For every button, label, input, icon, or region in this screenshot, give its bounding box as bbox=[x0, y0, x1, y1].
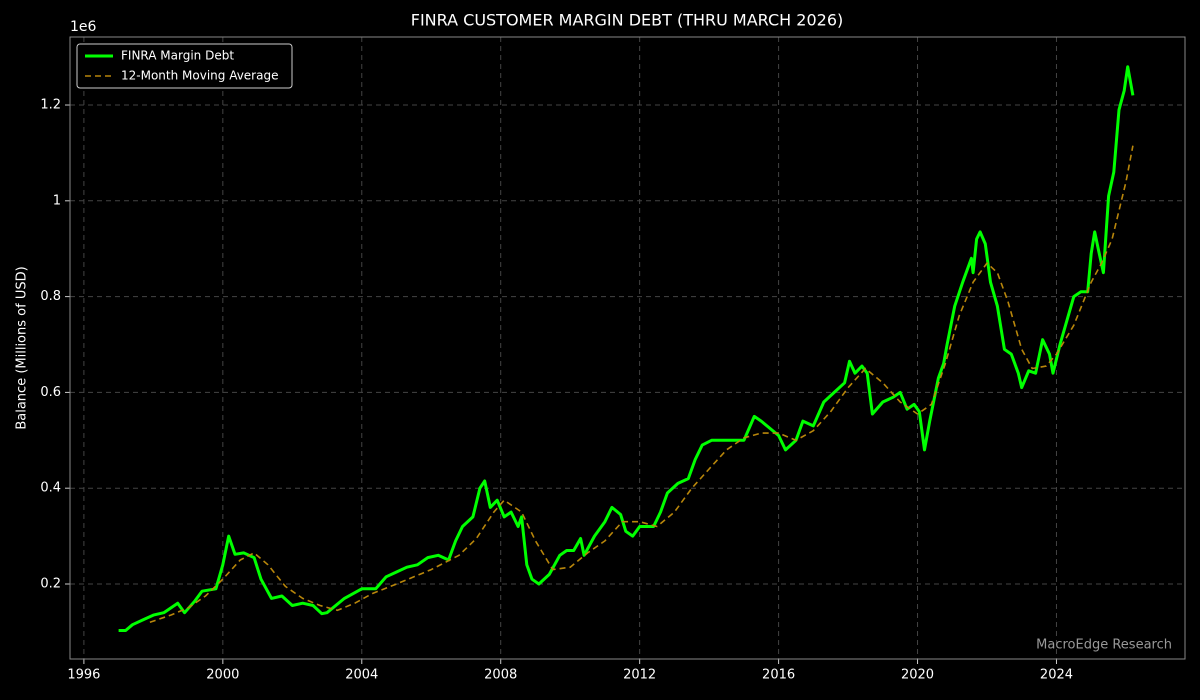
y-tick-label: 0.6 bbox=[40, 385, 61, 400]
series-line bbox=[149, 145, 1134, 624]
x-tick-label: 1996 bbox=[67, 668, 100, 683]
plot-frame bbox=[69, 36, 1186, 660]
x-tick-label: 2024 bbox=[1040, 668, 1073, 683]
y-tick-label: 0.8 bbox=[40, 289, 61, 304]
x-tick-label: 2016 bbox=[762, 668, 795, 683]
legend-box bbox=[76, 43, 293, 89]
offset-label: 1e6 bbox=[70, 19, 97, 35]
y-tick-label: 0.2 bbox=[40, 576, 61, 591]
x-tick-label: 2020 bbox=[901, 668, 934, 683]
y-tick-label: 0.4 bbox=[40, 481, 61, 496]
x-tick-label: 2012 bbox=[623, 668, 656, 683]
x-tick-label: 2000 bbox=[206, 668, 239, 683]
x-tick-label: 2008 bbox=[484, 668, 517, 683]
y-tick-label: 1.2 bbox=[40, 98, 61, 113]
legend-label: FINRA Margin Debt bbox=[121, 49, 234, 63]
series-line bbox=[118, 65, 1135, 632]
watermark: MacroEdge Research bbox=[1036, 638, 1172, 653]
y-tick-label: 1 bbox=[53, 193, 61, 208]
chart-title: FINRA CUSTOMER MARGIN DEBT (THRU MARCH 2… bbox=[411, 11, 844, 30]
legend-label: 12-Month Moving Average bbox=[121, 69, 278, 83]
x-tick-label: 2004 bbox=[345, 668, 378, 683]
y-axis-label: Balance (Millions of USD) bbox=[15, 266, 30, 429]
